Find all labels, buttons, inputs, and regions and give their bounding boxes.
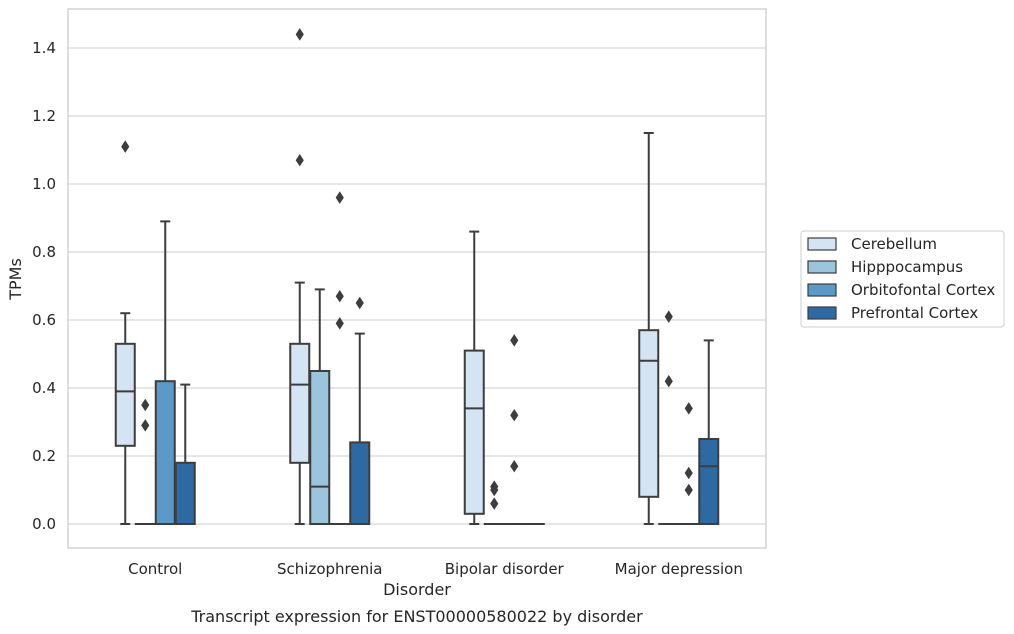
- box-hipppocampus: [309, 288, 331, 525]
- y-tick-label: 0.2: [32, 447, 56, 465]
- box-orbitofontal-cortex: [154, 220, 176, 526]
- x-axis-label: Disorder: [383, 580, 451, 599]
- box-iqr: [289, 342, 311, 464]
- outlier-point: [664, 374, 673, 388]
- chart-caption: Transcript expression for ENST0000058002…: [190, 607, 643, 626]
- box-prefrontal-cortex: [174, 383, 196, 525]
- legend-swatch: [807, 260, 837, 274]
- legend-frame: [800, 230, 1005, 328]
- outlier-point: [684, 402, 693, 415]
- outlier-point: [490, 483, 499, 497]
- legend-swatch: [807, 237, 837, 251]
- outlier-point: [335, 191, 344, 204]
- box-iqr: [638, 329, 660, 498]
- box-hipppocampus: [483, 480, 505, 526]
- x-tick-label: Schizophrenia: [277, 560, 382, 578]
- outlier-point: [510, 459, 519, 473]
- box-prefrontal-cortex: [349, 296, 371, 525]
- box-iqr: [154, 380, 176, 526]
- box-orbitofontal-cortex: [503, 334, 525, 526]
- outlier-point: [141, 398, 150, 412]
- box-cerebellum: [638, 132, 660, 525]
- y-tick-label: 0.6: [32, 311, 56, 329]
- x-tick-label: Control: [128, 560, 182, 578]
- x-tick-label: Bipolar disorder: [445, 560, 565, 578]
- y-tick-label: 0.4: [32, 379, 56, 397]
- y-axis-ticks: 0.0 0.2 0.4 0.6 0.8 1.0 1.2 1.4: [32, 39, 56, 533]
- box-iqr: [309, 370, 331, 525]
- y-tick-label: 1.2: [32, 107, 56, 125]
- x-axis-ticks: Control Schizophrenia Bipolar disorder Majo…: [128, 560, 743, 578]
- box-iqr: [463, 349, 485, 515]
- outlier-point: [335, 289, 344, 303]
- outlier-point: [510, 408, 519, 422]
- box-cerebellum: [114, 140, 136, 525]
- y-tick-label: 0.0: [32, 515, 56, 533]
- box-iqr: [349, 441, 371, 525]
- box-iqr: [698, 438, 720, 525]
- legend-entry: Prefrontal Cortex: [851, 304, 978, 322]
- y-tick-label: 1.0: [32, 175, 56, 193]
- box-cerebellum: [463, 230, 485, 525]
- outlier-point: [295, 28, 304, 41]
- legend: Cerebellum Hipppocampus Orbitofontal Corte…: [800, 230, 1005, 328]
- outlier-point: [295, 153, 304, 167]
- box-series: [114, 28, 720, 526]
- outlier-point: [684, 466, 693, 480]
- outlier-point: [510, 334, 519, 347]
- y-tick-label: 1.4: [32, 39, 56, 57]
- box-hipppocampus: [658, 310, 680, 526]
- box-prefrontal-cortex: [698, 339, 720, 525]
- outlier-point: [121, 140, 130, 153]
- y-tick-label: 0.8: [32, 243, 56, 261]
- plot-frame: [67, 8, 767, 549]
- box-hipppocampus: [134, 398, 156, 526]
- outlier-point: [335, 317, 344, 330]
- box-iqr: [174, 461, 196, 525]
- legend-swatch: [807, 306, 837, 320]
- y-axis-label: TPMs: [6, 258, 25, 301]
- x-tick-label: Major depression: [615, 560, 743, 578]
- outlier-point: [684, 483, 693, 497]
- legend-swatch: [807, 283, 837, 297]
- outlier-point: [355, 296, 364, 310]
- legend-entry: Cerebellum: [851, 235, 937, 253]
- box-orbitofontal-cortex: [329, 191, 351, 526]
- outlier-point: [490, 497, 499, 510]
- legend-entry: Hipppocampus: [851, 258, 963, 276]
- box-orbitofontal-cortex: [678, 402, 700, 526]
- box-cerebellum: [289, 28, 311, 525]
- box-iqr: [114, 342, 136, 447]
- outlier-point: [664, 310, 673, 323]
- outlier-point: [141, 419, 150, 432]
- legend-entry: Orbitofontal Cortex: [851, 281, 995, 299]
